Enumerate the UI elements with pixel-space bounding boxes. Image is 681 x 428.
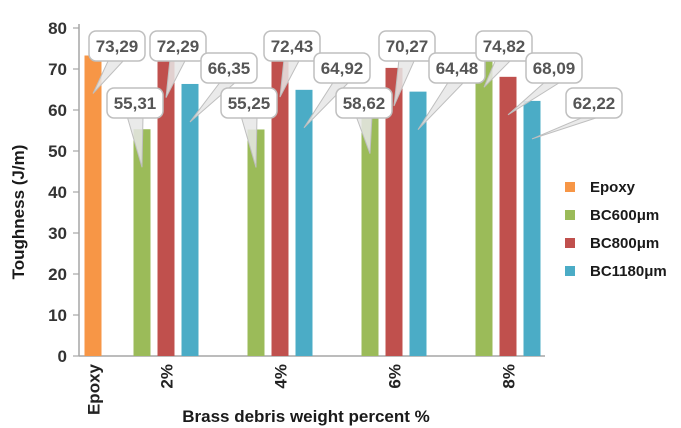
legend-swatch [565, 266, 575, 276]
callout-box [313, 52, 371, 84]
legend-label: BC800μm [590, 235, 659, 252]
legend-swatch [565, 210, 575, 220]
callout-box [263, 30, 321, 62]
data-label: 74,82 [483, 37, 526, 56]
data-label-callouts: 73,29 55,31 72,29 66,35 55,25 72,43 64,92 58,62… [88, 30, 623, 168]
y-tick-label: 30 [48, 224, 67, 243]
callout-box [88, 30, 146, 62]
bar-epoxy-0 [84, 55, 102, 357]
data-label: 68,09 [533, 59, 576, 78]
x-category-label: 2% [157, 364, 176, 389]
data-label: 72,43 [271, 37, 314, 56]
callout-box [106, 87, 164, 119]
bar-bc1180μm-4 [523, 100, 541, 356]
callout-box [220, 87, 278, 119]
legend: Epoxy BC600μm BC800μm BC1180μm [565, 179, 667, 280]
y-tick-label: 60 [48, 101, 67, 120]
x-category-label: 6% [385, 364, 404, 389]
bar-bc800μm-4 [499, 76, 517, 357]
data-label: 73,29 [96, 37, 139, 56]
x-axis-title: Brass debris weight percent % [182, 407, 430, 426]
data-label: 55,25 [228, 94, 271, 113]
callout-box [149, 30, 207, 62]
data-label: 55,31 [114, 94, 157, 113]
x-category-label: 4% [271, 364, 290, 389]
bar-bc800μm-1 [157, 59, 175, 357]
y-axis-title: Toughness (J/m) [9, 145, 28, 280]
callout-box [335, 87, 393, 119]
bar-bc600μm-3 [361, 115, 379, 357]
callout-box [428, 52, 486, 84]
callout-box [475, 30, 533, 62]
x-category-label: 8% [499, 364, 518, 389]
bar-bc600μm-2 [247, 129, 265, 356]
bar-bc800μm-2 [271, 59, 289, 357]
callout-box [525, 52, 583, 84]
legend-label: Epoxy [590, 179, 636, 196]
callout-box [378, 30, 436, 62]
y-tick-label: 50 [48, 142, 67, 161]
y-tick-label: 0 [58, 347, 67, 366]
bar-bc600μm-1 [133, 129, 151, 356]
y-tick-label: 40 [48, 183, 67, 202]
x-axis: Epoxy 2% 4% 6% 8% [79, 355, 545, 415]
data-label: 66,35 [208, 59, 251, 78]
data-label: 58,62 [343, 94, 386, 113]
bar-bc1180μm-2 [295, 89, 313, 356]
callout-pointer [531, 115, 603, 140]
y-tick-label: 20 [48, 265, 67, 284]
y-tick-label: 80 [48, 19, 67, 38]
bar-bc1180μm-1 [181, 83, 199, 356]
bars [84, 49, 541, 357]
y-axis: 0 10 20 30 40 50 60 70 80 [48, 19, 80, 366]
legend-swatch [565, 238, 575, 248]
callout-box [565, 87, 623, 119]
data-label: 62,22 [573, 94, 616, 113]
y-tick-label: 10 [48, 306, 67, 325]
legend-label: BC1180μm [590, 263, 667, 280]
bar-bc600μm-4 [475, 49, 493, 356]
data-label: 70,27 [386, 37, 429, 56]
data-label: 64,48 [436, 59, 479, 78]
data-label: 72,29 [157, 37, 200, 56]
callout-box [200, 52, 258, 84]
legend-label: BC600μm [590, 207, 659, 224]
x-category-label: Epoxy [84, 363, 103, 415]
bar-bc800μm-3 [385, 67, 403, 356]
data-label: 64,92 [321, 59, 364, 78]
bar-bc1180μm-3 [409, 91, 427, 356]
legend-swatch [565, 182, 575, 192]
y-tick-label: 70 [48, 60, 67, 79]
